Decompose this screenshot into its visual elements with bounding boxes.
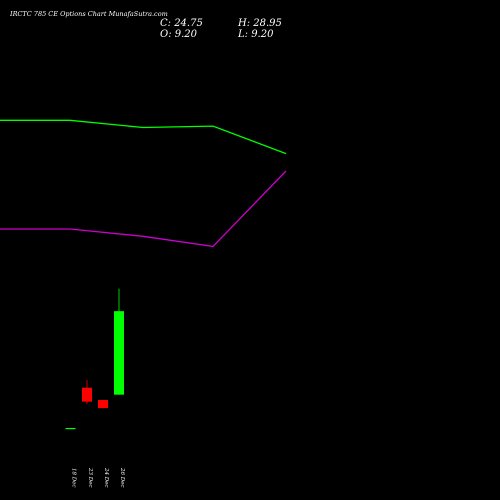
candle-26-dec bbox=[114, 288, 124, 395]
candle-body bbox=[82, 387, 92, 402]
chart-title: IRCTC 785 CE Options Chart MunafaSutra.c… bbox=[9, 10, 168, 18]
x-tick-label: 24 Dec bbox=[103, 467, 109, 488]
candle-24-dec bbox=[98, 400, 108, 409]
x-axis-ticks: 18 Dec 23 Dec 24 Dec 26 Dec bbox=[71, 467, 126, 488]
high-value: H: 28.95 bbox=[237, 18, 282, 29]
candle-23-dec bbox=[82, 380, 92, 404]
x-tick-label: 26 Dec bbox=[119, 467, 125, 488]
candle-body bbox=[65, 427, 76, 430]
x-tick-label: 23 Dec bbox=[87, 467, 93, 488]
low-value: L: 9.20 bbox=[237, 29, 274, 40]
candles bbox=[65, 288, 124, 430]
indicator-lines bbox=[0, 119, 287, 248]
open-value: O: 9.20 bbox=[160, 29, 198, 40]
close-value: C: 24.75 bbox=[160, 18, 203, 29]
candle-18-dec bbox=[65, 427, 76, 430]
indicator-line-1 bbox=[0, 119, 287, 155]
candle-body bbox=[98, 400, 108, 409]
candle-body bbox=[114, 311, 124, 395]
indicator-line-2 bbox=[0, 170, 287, 248]
x-tick-label: 18 Dec bbox=[71, 468, 77, 488]
